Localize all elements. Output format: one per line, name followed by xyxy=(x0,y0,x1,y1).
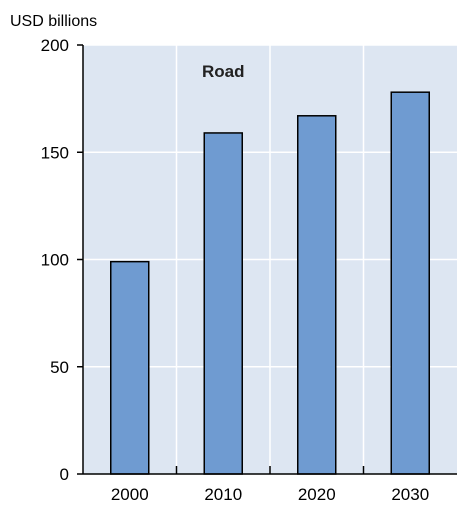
bar-2020 xyxy=(297,115,337,475)
y-tick-label: 0 xyxy=(60,465,69,484)
y-tick-label: 100 xyxy=(41,251,69,270)
bar-2030 xyxy=(390,91,430,475)
x-tick-label-2000: 2000 xyxy=(111,485,149,504)
x-tick-label-2020: 2020 xyxy=(298,485,336,504)
y-tick-label: 200 xyxy=(41,36,69,55)
y-axis-label: USD billions xyxy=(10,13,97,30)
x-tick-label-2030: 2030 xyxy=(391,485,429,504)
bar-2010 xyxy=(203,132,243,475)
bar-2000 xyxy=(110,260,150,475)
y-tick-label: 150 xyxy=(41,143,69,162)
labels: 0 50 100 150 200 2000 2010 2020 2030 xyxy=(41,36,430,504)
x-tick-label-2010: 2010 xyxy=(204,485,242,504)
axes xyxy=(77,44,457,475)
chart-title: Road xyxy=(202,62,245,81)
y-tick-label: 50 xyxy=(50,358,69,377)
